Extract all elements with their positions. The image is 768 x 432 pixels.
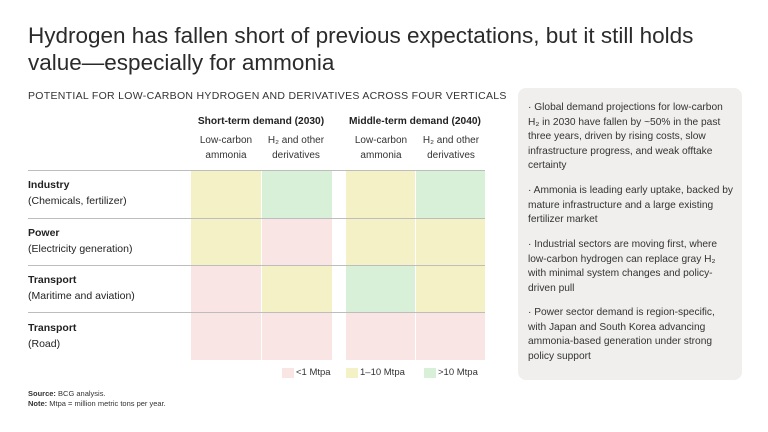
row-divider	[28, 170, 485, 171]
takeaway-bullet: · Ammonia is leading early uptake, backe…	[528, 185, 733, 225]
cell-power-mid-ammonia	[346, 219, 415, 265]
legend-swatch-mid	[346, 368, 358, 378]
legend-swatch-low	[282, 368, 294, 378]
row-name: Industry	[28, 179, 70, 191]
row-label-transport-road: Transport (Road)	[28, 321, 76, 352]
takeaway-bullet: · Power sector demand is region-specific…	[528, 307, 715, 362]
group-header-short-term: Short-term demand (2030)	[197, 116, 325, 127]
cell-power-short-ammonia	[191, 219, 261, 265]
cell-industry-mid-h2	[416, 171, 485, 218]
column-header-short-h2: H₂ and other derivatives	[267, 135, 325, 161]
source-label: Source:	[28, 389, 56, 398]
cell-road-mid-h2	[416, 313, 485, 360]
cell-maritime-short-h2	[262, 266, 332, 312]
row-label-industry: Industry (Chemicals, fertilizer)	[28, 178, 127, 209]
mtpa-note: Note: Mtpa = million metric tons per yea…	[28, 399, 166, 408]
cell-power-short-h2	[262, 219, 332, 265]
chart-subtitle: POTENTIAL FOR LOW-CARBON HYDROGEN AND DE…	[28, 90, 507, 102]
cell-industry-short-ammonia	[191, 171, 261, 218]
legend-label-high: >10 Mtpa	[438, 367, 478, 378]
legend-label-low: <1 Mtpa	[296, 367, 331, 378]
row-detail: (Electricity generation)	[28, 242, 133, 255]
row-detail: (Chemicals, fertilizer)	[28, 194, 127, 207]
row-name: Power	[28, 227, 60, 239]
note-label: Note:	[28, 399, 48, 408]
cell-road-mid-ammonia	[346, 313, 415, 360]
cell-road-short-ammonia	[191, 313, 261, 360]
takeaway-bullet: · Global demand projections for low-carb…	[528, 102, 723, 171]
group-header-middle-term: Middle-term demand (2040)	[349, 116, 481, 127]
page-title: Hydrogen has fallen short of previous ex…	[28, 23, 694, 75]
note-text: Mtpa = million metric tons per year.	[47, 399, 166, 408]
cell-maritime-mid-h2	[416, 266, 485, 312]
row-label-transport-maritime: Transport (Maritime and aviation)	[28, 273, 135, 304]
row-detail: (Road)	[28, 337, 61, 350]
cell-maritime-short-ammonia	[191, 266, 261, 312]
row-label-power: Power (Electricity generation)	[28, 226, 132, 257]
takeaway-bullet: · Industrial sectors are moving first, w…	[528, 239, 718, 294]
column-header-mid-ammonia: Low-carbon ammonia	[354, 135, 408, 161]
row-divider	[28, 265, 485, 266]
legend-swatch-high	[424, 368, 436, 378]
row-detail: (Maritime and aviation)	[28, 289, 135, 302]
column-header-short-ammonia: Low-carbon ammonia	[199, 135, 253, 161]
cell-maritime-mid-ammonia	[346, 266, 415, 312]
legend-label-mid: 1–10 Mtpa	[360, 367, 405, 378]
key-takeaways-panel	[518, 88, 742, 380]
row-divider	[28, 218, 485, 219]
row-name: Transport	[28, 322, 77, 334]
cell-road-short-h2	[262, 313, 332, 360]
row-name: Transport	[28, 274, 77, 286]
cell-power-mid-h2	[416, 219, 485, 265]
cell-industry-short-h2	[262, 171, 332, 218]
column-header-mid-h2: H₂ and other derivatives	[422, 135, 480, 161]
source-note: Source: BCG analysis.	[28, 389, 106, 398]
row-divider	[28, 312, 485, 313]
source-text: BCG analysis.	[55, 389, 106, 398]
cell-industry-mid-ammonia	[346, 171, 415, 218]
